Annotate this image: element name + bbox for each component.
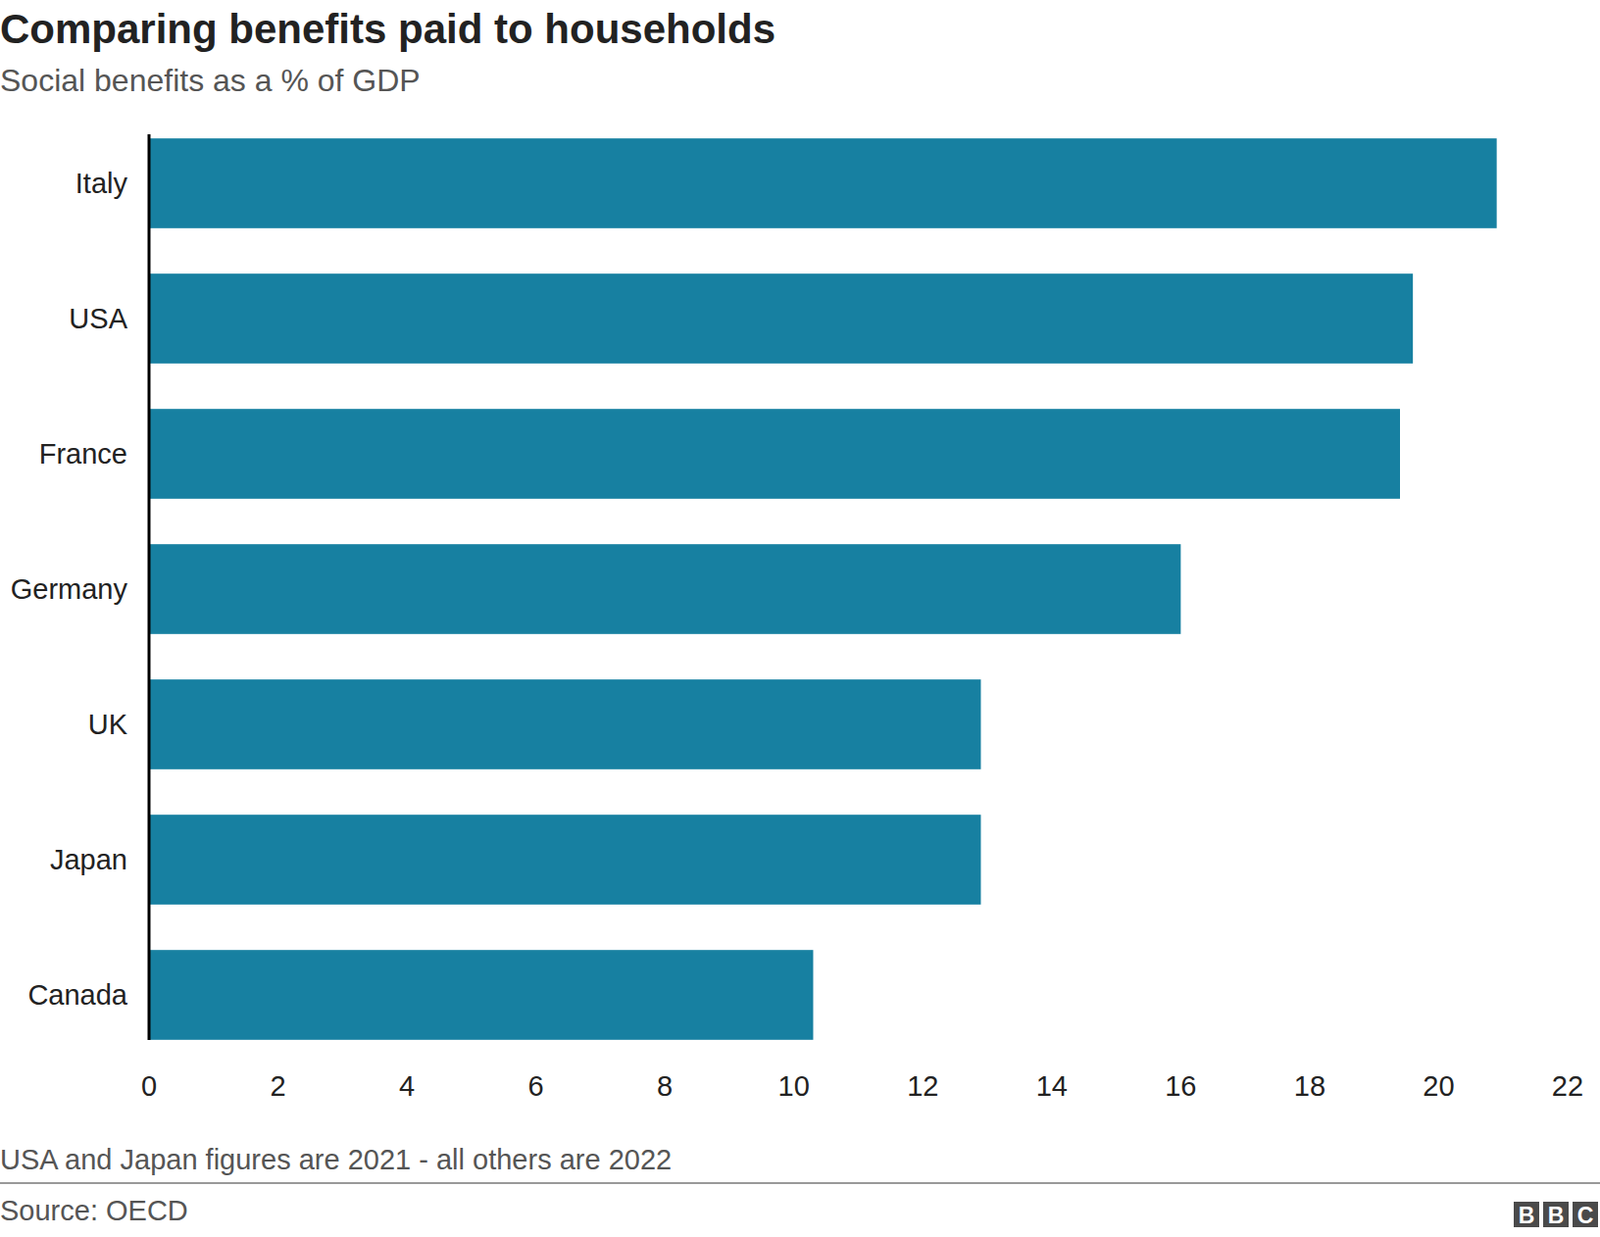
- bar: [149, 679, 981, 770]
- tick-label: 22: [1551, 1070, 1584, 1102]
- separator: [0, 1182, 1600, 1185]
- logo-box: [1543, 1201, 1569, 1228]
- subtitle: Social benefits as a % of GDP: [0, 62, 421, 99]
- footnote: USA and Japan figures are 2021 - all oth…: [0, 1144, 672, 1176]
- logo-letter: B: [1548, 1202, 1565, 1229]
- bars: [149, 138, 1498, 1041]
- tick-label: 18: [1294, 1070, 1326, 1102]
- bar: [149, 408, 1400, 500]
- tick-label: 16: [1164, 1070, 1197, 1102]
- logo-box: [1513, 1201, 1540, 1228]
- bar: [149, 273, 1413, 364]
- source: Source: OECD: [0, 1195, 189, 1227]
- tick-label: 10: [778, 1070, 810, 1102]
- bar: [149, 950, 813, 1041]
- bar: [149, 544, 1181, 635]
- logo-box: [1572, 1201, 1599, 1228]
- title: Comparing benefits paid to households: [0, 5, 776, 52]
- tick-label: 0: [141, 1070, 157, 1102]
- bar: [149, 138, 1498, 229]
- category-label: Italy: [75, 167, 129, 200]
- chart: Comparing benefits paid to households Soc…: [0, 0, 1600, 1237]
- category-label: Germany: [10, 573, 129, 605]
- category-label: USA: [68, 302, 128, 335]
- logo-letter: C: [1577, 1202, 1595, 1229]
- category-label: Canada: [27, 979, 128, 1011]
- tick-label: 20: [1422, 1070, 1454, 1102]
- axis-line: [148, 134, 151, 1041]
- category-label: UK: [88, 708, 129, 741]
- category-label: Japan: [50, 844, 128, 876]
- logo-text: BBC: [1518, 1202, 1595, 1229]
- bar: [149, 814, 981, 905]
- logo: BBC: [1513, 1201, 1599, 1229]
- tick-label: 4: [399, 1070, 415, 1102]
- logo-letter: B: [1518, 1202, 1536, 1229]
- tick-label: 12: [906, 1070, 939, 1102]
- tick-label: 8: [656, 1070, 673, 1102]
- tick-label: 14: [1036, 1070, 1068, 1102]
- tick-label: 2: [269, 1070, 286, 1102]
- tick-label: 6: [528, 1070, 545, 1102]
- category-label: France: [39, 438, 128, 470]
